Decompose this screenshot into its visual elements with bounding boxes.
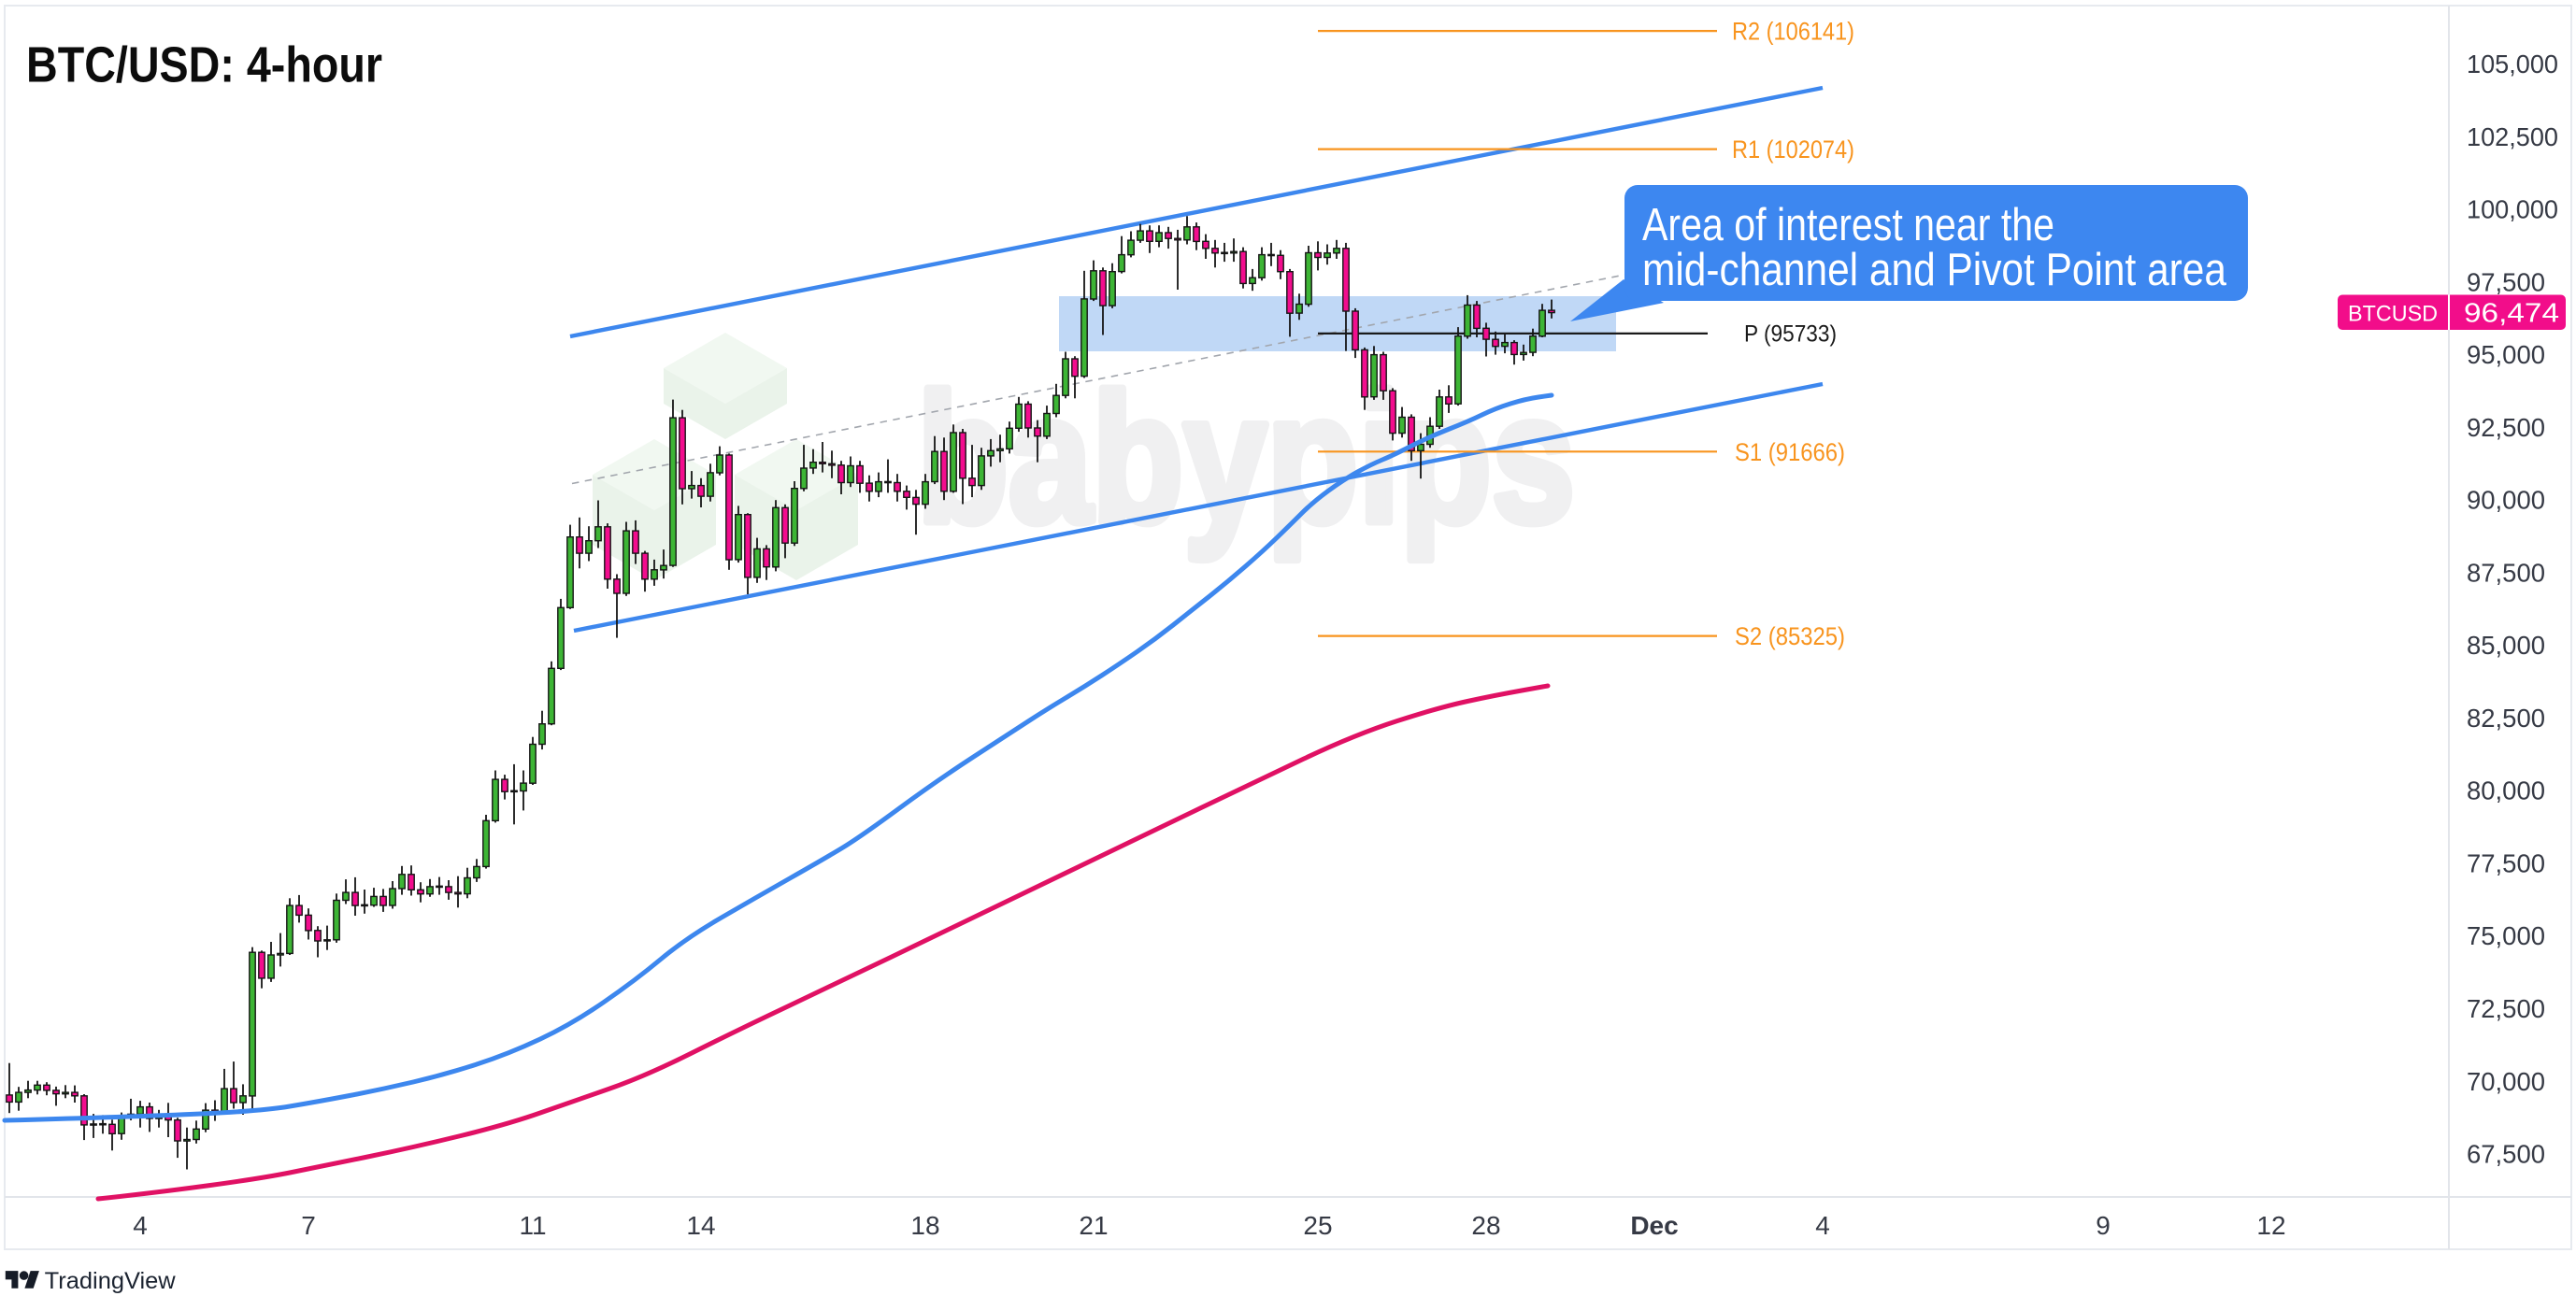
svg-text:S1 (91666): S1 (91666) <box>1735 438 1845 466</box>
svg-text:75,000: 75,000 <box>2467 921 2545 950</box>
svg-text:P (95733): P (95733) <box>1744 320 1837 347</box>
svg-text:21: 21 <box>1079 1211 1108 1240</box>
svg-text:92,500: 92,500 <box>2467 413 2545 442</box>
svg-text:18: 18 <box>910 1211 939 1240</box>
svg-text:9: 9 <box>2096 1211 2111 1240</box>
svg-text:87,500: 87,500 <box>2467 558 2545 587</box>
svg-text:102,500: 102,500 <box>2467 122 2558 151</box>
svg-text:95,000: 95,000 <box>2467 340 2545 369</box>
svg-text:67,500: 67,500 <box>2467 1140 2545 1169</box>
svg-text:28: 28 <box>1471 1211 1500 1240</box>
svg-text:babypips: babypips <box>917 356 1575 561</box>
svg-text:96,474: 96,474 <box>2464 299 2559 329</box>
svg-text:25: 25 <box>1303 1211 1332 1240</box>
svg-text:14: 14 <box>686 1211 715 1240</box>
svg-text:77,500: 77,500 <box>2467 849 2545 878</box>
svg-text:BTC/USD: 4-hour: BTC/USD: 4-hour <box>26 37 382 93</box>
svg-text:105,000: 105,000 <box>2467 50 2558 78</box>
svg-text:7: 7 <box>301 1211 316 1240</box>
svg-text:72,500: 72,500 <box>2467 994 2545 1023</box>
svg-text:Area of interest near the: Area of interest near the <box>1642 200 2054 250</box>
svg-text:82,500: 82,500 <box>2467 704 2545 733</box>
svg-text:11: 11 <box>519 1211 546 1240</box>
svg-text:4: 4 <box>1815 1211 1830 1240</box>
svg-text:BTCUSD: BTCUSD <box>2348 302 2438 327</box>
svg-text:70,000: 70,000 <box>2467 1067 2545 1096</box>
svg-text:S2 (85325): S2 (85325) <box>1735 622 1845 650</box>
svg-text:12: 12 <box>2256 1211 2285 1240</box>
svg-text:R1 (102074): R1 (102074) <box>1732 135 1854 164</box>
svg-text:80,000: 80,000 <box>2467 776 2545 805</box>
svg-text:R2 (106141): R2 (106141) <box>1732 18 1854 46</box>
svg-text:85,000: 85,000 <box>2467 631 2545 660</box>
svg-text:Dec: Dec <box>1630 1211 1678 1240</box>
svg-text:90,000: 90,000 <box>2467 486 2545 515</box>
svg-text:97,500: 97,500 <box>2467 267 2545 296</box>
svg-text:4: 4 <box>133 1211 148 1240</box>
svg-text:mid-channel and Pivot Point ar: mid-channel and Pivot Point area <box>1642 245 2227 295</box>
svg-text:100,000: 100,000 <box>2467 195 2558 224</box>
svg-text:TradingView: TradingView <box>45 1268 177 1294</box>
